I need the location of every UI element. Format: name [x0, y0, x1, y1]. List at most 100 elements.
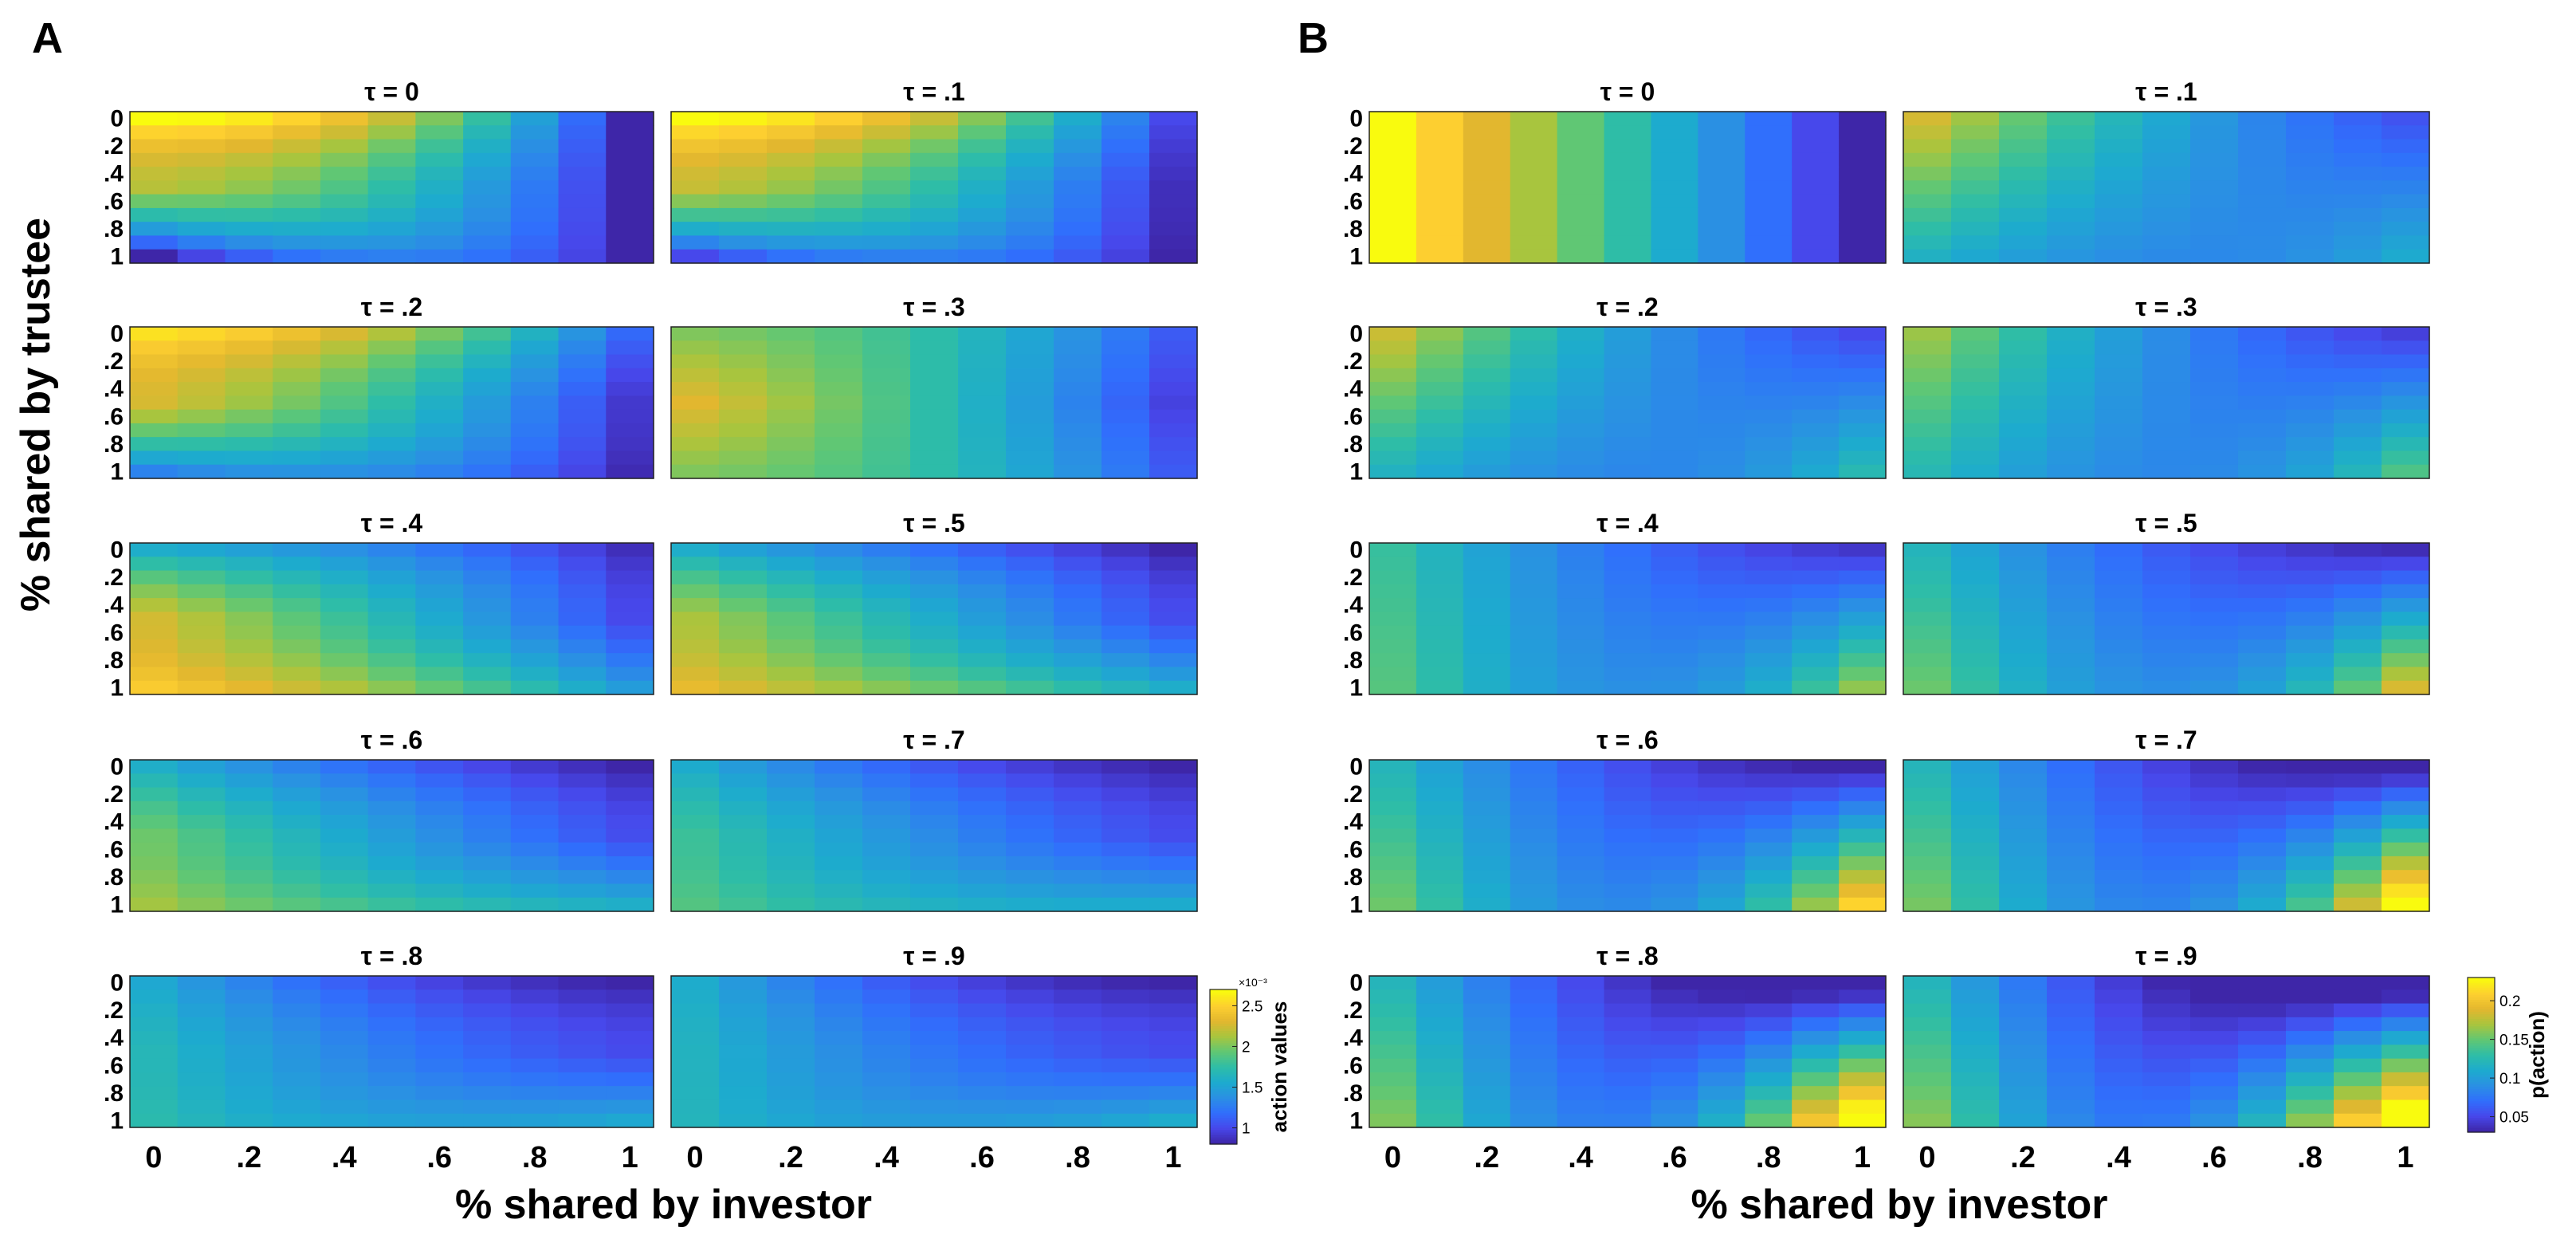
heatmap-cell	[2238, 1099, 2287, 1115]
heatmap-cell	[1999, 828, 2048, 844]
heatmap-cell	[862, 989, 911, 1005]
heatmap-cell	[1999, 327, 2048, 341]
heatmap-cell	[1006, 612, 1054, 627]
colorbar-segment	[1210, 1056, 1237, 1060]
heatmap-cell	[225, 194, 273, 209]
heatmap-cell	[320, 1058, 369, 1073]
heatmap-cell	[2047, 828, 2095, 844]
heatmap-cell	[1463, 1113, 1511, 1128]
heatmap-cell	[1006, 842, 1054, 857]
heatmap-cell	[2095, 653, 2143, 668]
heatmap-cell	[1698, 395, 1745, 411]
heatmap-cell	[1054, 883, 1102, 899]
heatmap-cell	[671, 639, 720, 654]
heatmap-cell	[862, 395, 911, 411]
heatmap-cell	[1839, 557, 1887, 572]
y-tick-label: .4	[1343, 1025, 1363, 1052]
heatmap-cell	[719, 1003, 768, 1018]
y-tick-label: .6	[1343, 620, 1363, 646]
heatmap-cell	[1101, 584, 1150, 599]
heatmap-cell	[1369, 382, 1417, 396]
heatmap-cell	[1369, 1086, 1417, 1101]
heatmap-cell	[415, 1058, 464, 1073]
heatmap-cell	[862, 1099, 911, 1115]
heatmap-cell	[2047, 409, 2095, 424]
subplot-title: τ = .8	[361, 942, 422, 970]
colorbar-segment	[1210, 992, 1237, 995]
heatmap-cell	[415, 760, 464, 774]
heatmap-cell	[130, 395, 179, 411]
heatmap-cell	[910, 125, 959, 140]
heatmap-cell	[719, 760, 768, 774]
heatmap-cell	[415, 584, 464, 599]
heatmap-cell	[1698, 1044, 1745, 1060]
heatmap-cell	[1951, 340, 2000, 356]
heatmap-cell	[225, 570, 273, 585]
heatmap-cell	[1698, 842, 1745, 857]
heatmap-cell	[2238, 152, 2287, 167]
heatmap-cell	[558, 125, 607, 140]
heatmap-cell	[510, 382, 560, 396]
heatmap-cell	[1006, 382, 1054, 396]
heatmap-cell	[1651, 653, 1698, 668]
heatmap-cell	[273, 395, 321, 411]
heatmap-cell	[1054, 464, 1102, 479]
heatmap-cell	[367, 235, 416, 250]
heatmap-cell	[1698, 787, 1745, 802]
heatmap-cell	[2142, 167, 2191, 181]
heatmap-cell	[1651, 856, 1698, 871]
heatmap-cell	[415, 112, 464, 126]
heatmap-cell	[2047, 760, 2095, 774]
heatmap-cell	[910, 1058, 959, 1073]
heatmap-cell	[1054, 139, 1102, 154]
subplot-frame	[1368, 111, 1887, 264]
heatmap-cell	[1839, 382, 1887, 396]
heatmap-cell	[2382, 773, 2430, 789]
heatmap-cell	[1651, 194, 1698, 209]
heatmap-cell	[2190, 815, 2239, 829]
x-tick-label: 0	[686, 1141, 703, 1174]
heatmap-cell	[815, 680, 863, 695]
heatmap-cell	[1054, 667, 1102, 682]
heatmap-cell	[606, 139, 654, 154]
heatmap-cell	[1999, 125, 2048, 140]
heatmap-cell	[606, 1086, 654, 1101]
heatmap-cell	[320, 125, 369, 140]
subplot	[1368, 111, 1887, 264]
heatmap-cell	[2286, 870, 2334, 885]
heatmap-cell	[1999, 760, 2048, 774]
heatmap-cell	[2238, 1058, 2287, 1073]
heatmap-cell	[320, 773, 369, 789]
heatmap-cell	[1839, 437, 1887, 452]
heatmap-cell	[1951, 437, 2000, 452]
heatmap-cell	[1101, 989, 1150, 1005]
heatmap-cell	[2382, 989, 2430, 1005]
heatmap-cell	[1951, 1113, 2000, 1128]
heatmap-cell	[2190, 976, 2239, 990]
heatmap-cell	[510, 464, 560, 479]
colorbar-segment	[1210, 1040, 1237, 1044]
heatmap-cell	[225, 667, 273, 682]
heatmap-cell	[1369, 1058, 1417, 1073]
heatmap-cell	[367, 152, 416, 167]
heatmap-cell	[1149, 180, 1198, 195]
heatmap-cell	[815, 1072, 863, 1087]
heatmap-cell	[225, 1017, 273, 1032]
heatmap-cell	[2095, 828, 2143, 844]
heatmap-cell	[1463, 557, 1511, 572]
heatmap-cell	[767, 437, 815, 452]
heatmap-cell	[1745, 354, 1793, 369]
heatmap-cell	[1557, 152, 1605, 167]
heatmap-cell	[225, 773, 273, 789]
heatmap-cell	[815, 570, 863, 585]
heatmap-cell	[558, 612, 607, 627]
heatmap-cell	[1369, 409, 1417, 424]
heatmap-cell	[2238, 207, 2287, 222]
heatmap-cell	[273, 207, 321, 222]
colorbar-segment	[2468, 1115, 2495, 1119]
heatmap-cell	[1792, 1003, 1840, 1018]
heatmap-cell	[2286, 801, 2334, 816]
heatmap-cell	[1463, 842, 1511, 857]
heatmap-cell	[1951, 667, 2000, 682]
heatmap-cell	[815, 395, 863, 411]
